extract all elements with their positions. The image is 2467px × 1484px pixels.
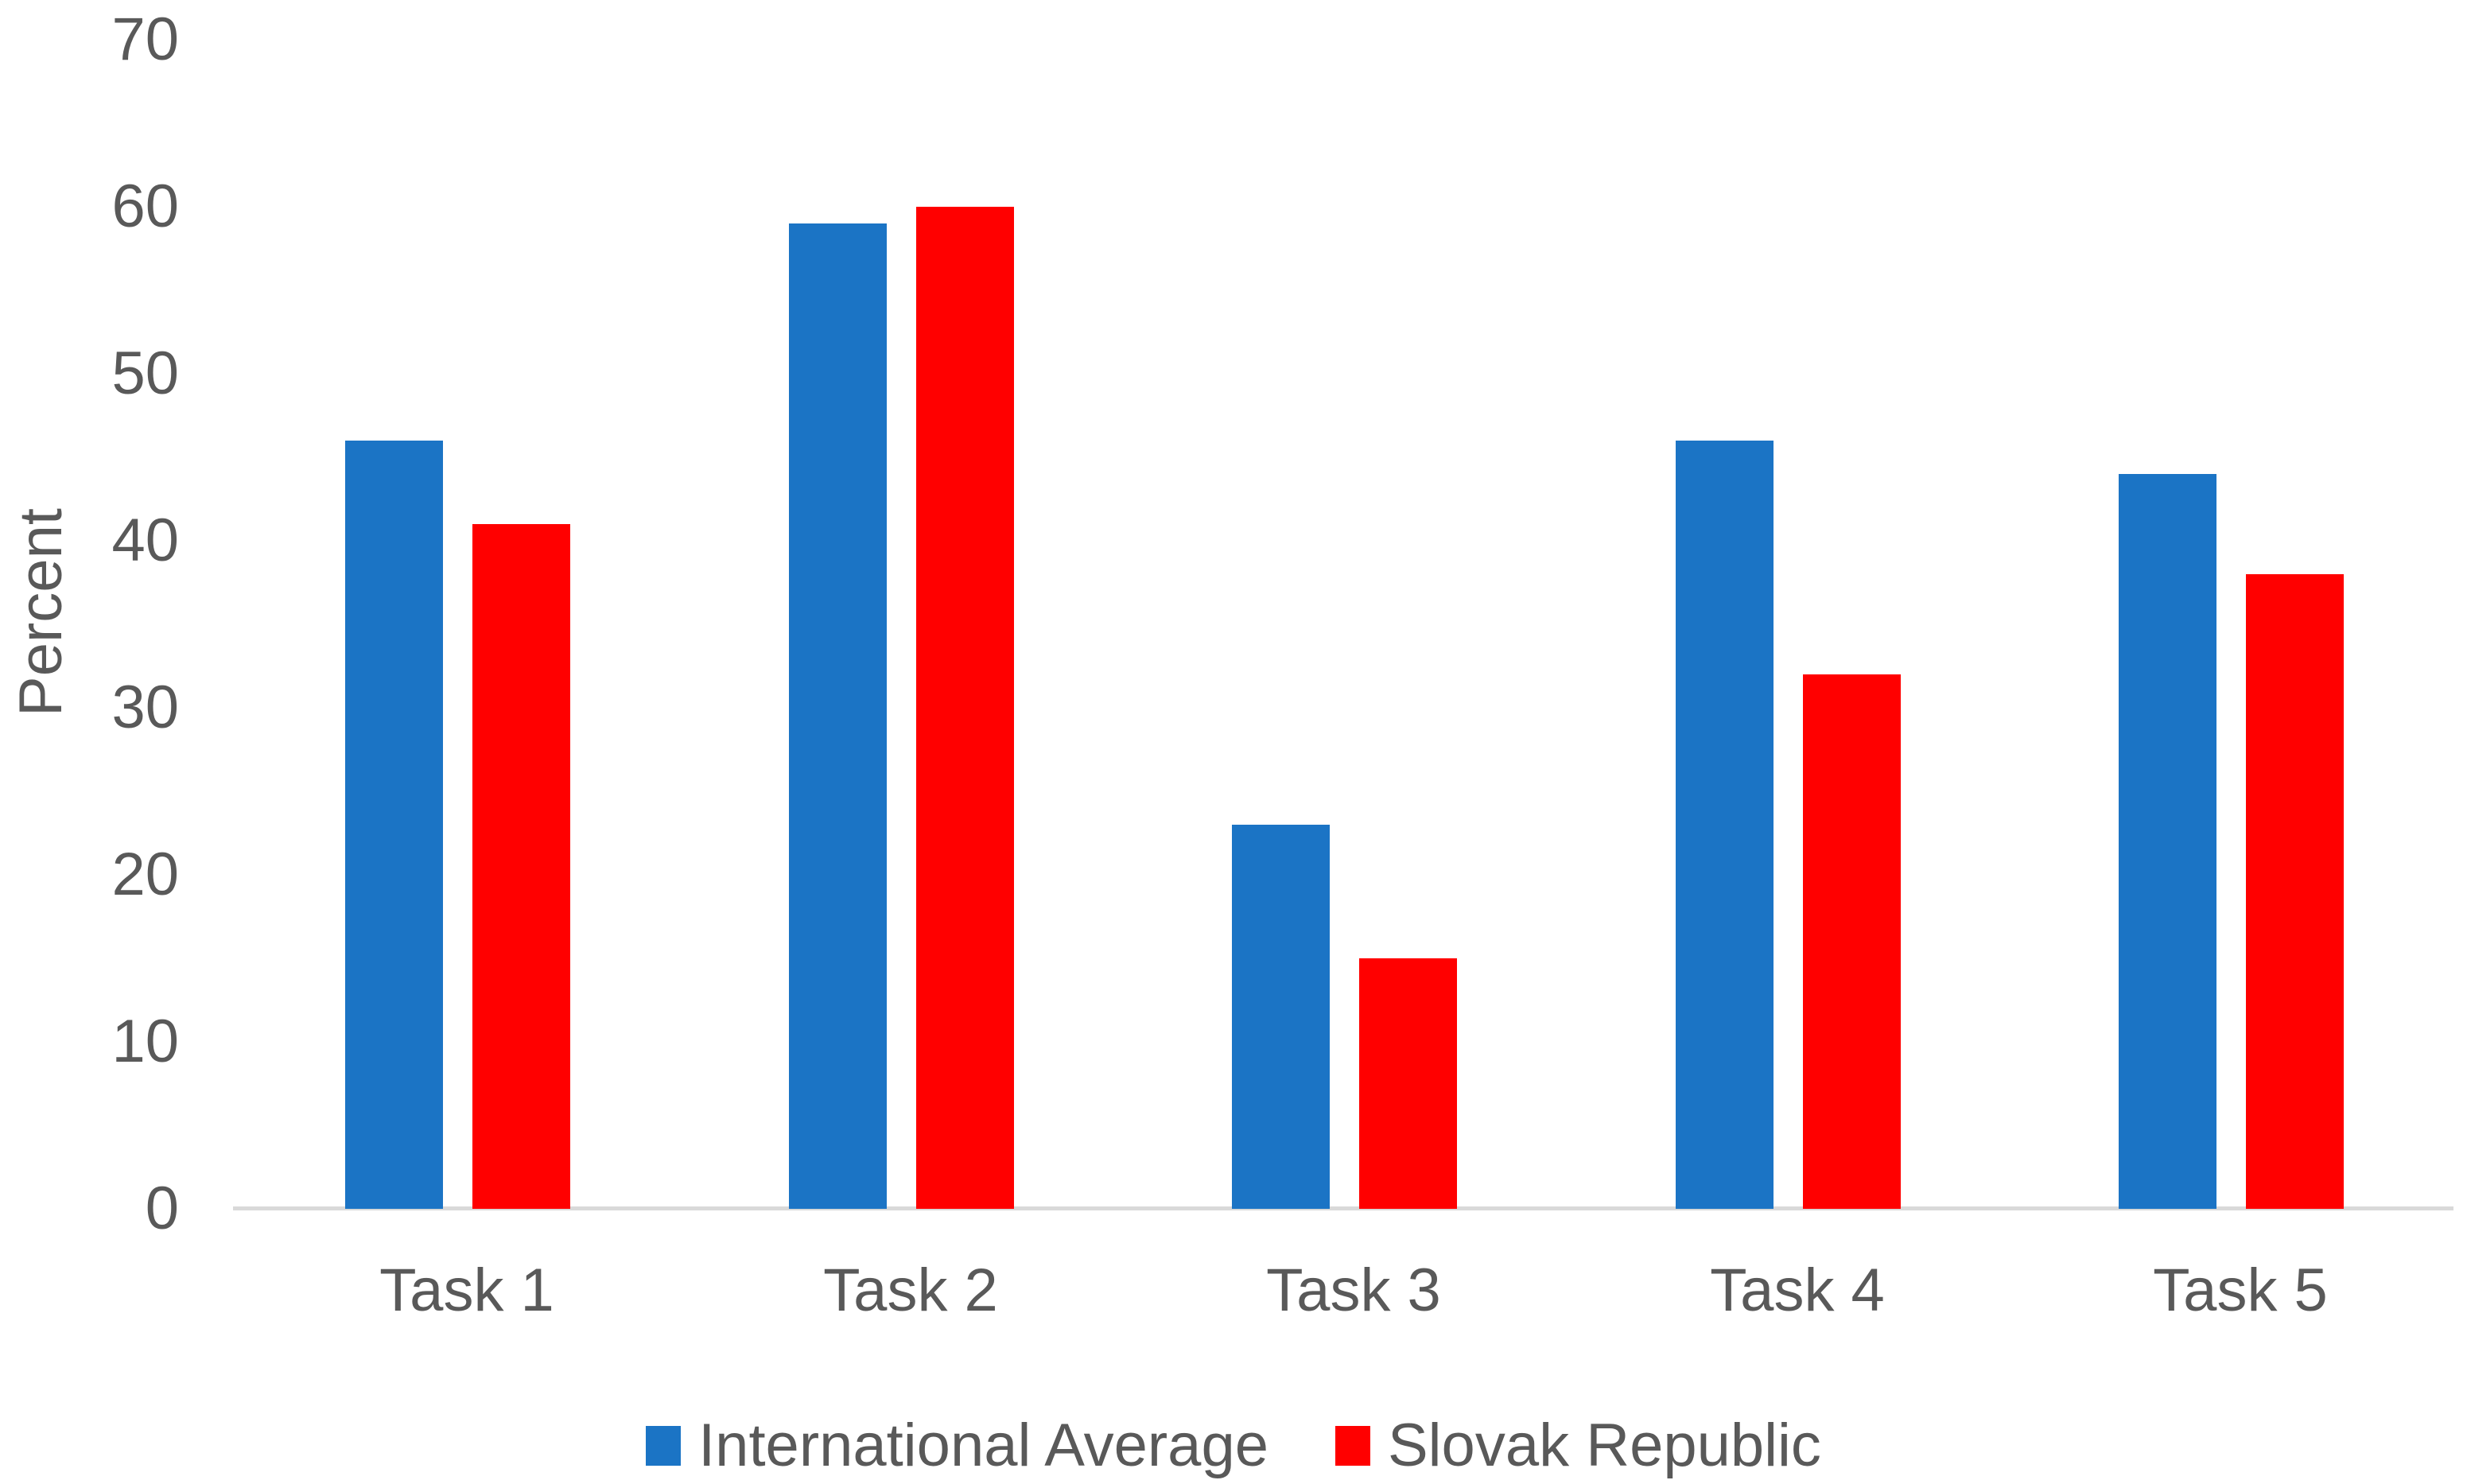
legend-item-international-average: International Average [646, 1414, 1268, 1478]
bar-task-2-slovak-republic [916, 207, 1014, 1209]
x-tick-label-task-3: Task 3 [1266, 1257, 1441, 1324]
legend: International Average Slovak Republic [0, 1414, 2467, 1478]
x-tick-label-task-1: Task 1 [379, 1257, 554, 1324]
y-tick-label-70: 70 [111, 6, 179, 73]
y-tick-label-30: 30 [111, 674, 179, 741]
legend-item-slovak-republic: Slovak Republic [1335, 1414, 1821, 1478]
bar-task-1-slovak-republic [472, 524, 570, 1209]
y-tick-label-20: 20 [111, 841, 179, 908]
bar-task-5-international-average [2119, 474, 2216, 1209]
bar-task-4-slovak-republic [1803, 674, 1901, 1209]
x-tick-label-task-4: Task 4 [1710, 1257, 1885, 1324]
bar-task-4-international-average [1676, 441, 1774, 1209]
y-tick-label-10: 10 [111, 1008, 179, 1075]
y-tick-label-50: 50 [111, 340, 179, 407]
bar-task-2-international-average [789, 223, 887, 1209]
bar-task-3-slovak-republic [1359, 958, 1457, 1209]
bar-task-5-slovak-republic [2246, 574, 2344, 1209]
x-axis-line [233, 1206, 2453, 1210]
legend-swatch-slovak-republic [1335, 1426, 1370, 1466]
y-tick-label-40: 40 [111, 507, 179, 574]
y-tick-label-0: 0 [145, 1175, 179, 1242]
x-tick-label-task-5: Task 5 [2153, 1257, 2328, 1324]
y-tick-label-60: 60 [111, 173, 179, 240]
legend-label-international-average: International Average [698, 1412, 1268, 1479]
bar-task-1-international-average [345, 441, 443, 1209]
legend-label-slovak-republic: Slovak Republic [1387, 1412, 1821, 1479]
legend-swatch-international-average [646, 1426, 682, 1466]
x-tick-label-task-2: Task 2 [823, 1257, 998, 1324]
bar-task-3-international-average [1232, 825, 1330, 1209]
